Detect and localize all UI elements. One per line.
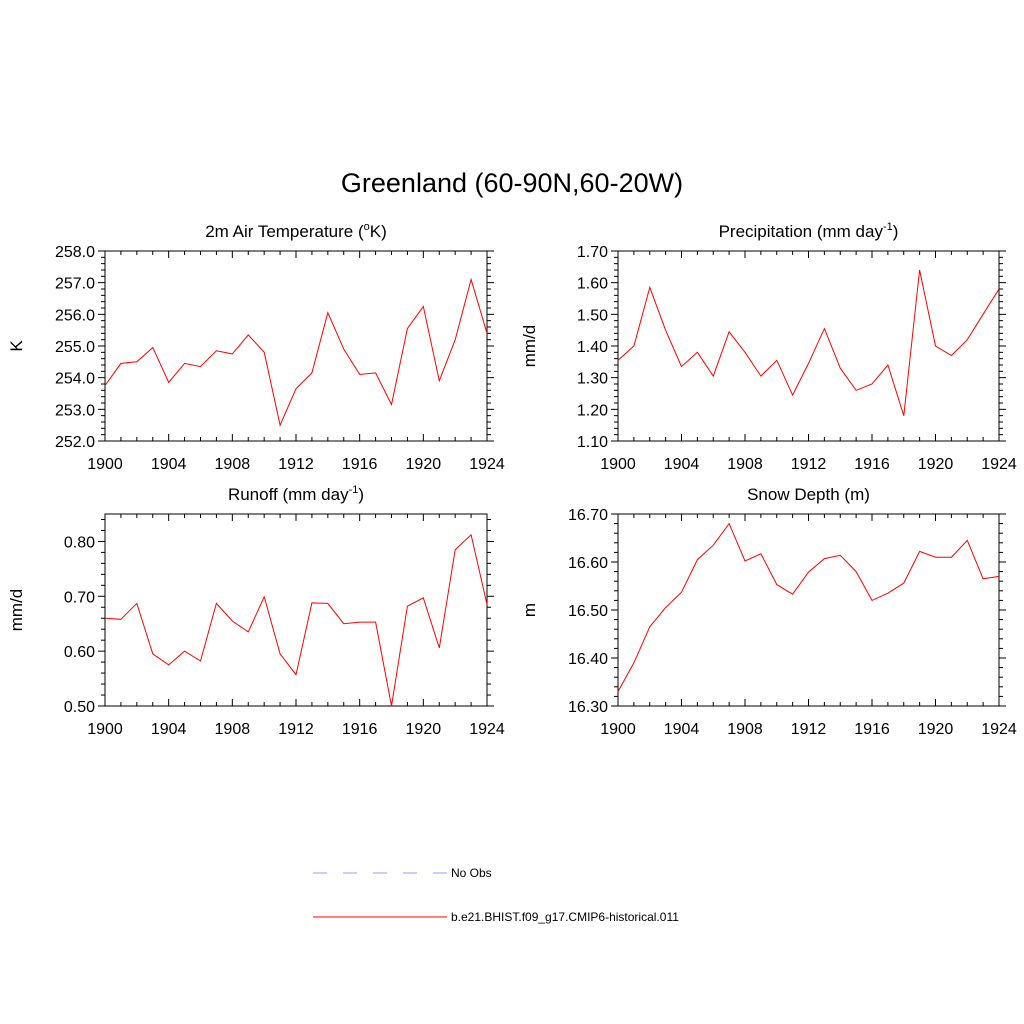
- y-tick-label: 256.0: [55, 307, 95, 324]
- y-tick-label: 253.0: [55, 402, 95, 419]
- y-tick-label: 1.20: [577, 402, 608, 419]
- y-tick-label: 1.70: [577, 244, 608, 261]
- panel-title-superscript: -1: [883, 221, 893, 233]
- figure-title: Greenland (60-90N,60-20W): [340, 168, 684, 198]
- x-tick-label: 1920: [918, 721, 954, 738]
- y-axis-label: mm/d: [7, 589, 26, 632]
- y-tick-label: 254.0: [55, 371, 95, 388]
- chart-panel-4: Snow Depth (m) m 1900 1904 1908 1912 1916 1920 1…: [520, 485, 1017, 738]
- y-tick-label: 0.50: [64, 699, 95, 716]
- panel-title: Precipitation (mm day-1): [719, 221, 899, 241]
- x-tick-label: 1908: [727, 721, 763, 738]
- legend-label-2: b.e21.BHIST.f09_g17.CMIP6-historical.011: [451, 910, 679, 924]
- chart-panel-2: Precipitation (mm day-1) mm/d 1900 1904 1908…: [520, 221, 1017, 473]
- y-tick-label: 0.60: [64, 644, 95, 661]
- x-tick-label: 1908: [215, 456, 251, 473]
- x-tick-label: 1904: [664, 721, 700, 738]
- chart-panel-3: Runoff (mm day-1) mm/d 1900 1904 1908 1912 191…: [7, 484, 505, 738]
- y-tick-label: 16.50: [568, 603, 608, 620]
- plot-frame: [617, 250, 1000, 442]
- panel-title-suffix: ): [358, 485, 364, 504]
- panel-title: Snow Depth (m): [747, 485, 870, 504]
- y-tick-label: 255.0: [55, 339, 95, 356]
- x-tick-label: 1916: [342, 721, 378, 738]
- chart-panel-1: 2m Air Temperature (oK) K 1900 1904 1908 1912…: [7, 221, 505, 473]
- x-tick-label: 1916: [854, 721, 890, 738]
- x-tick-label: 1900: [87, 456, 123, 473]
- panel-title-text: Snow Depth (m): [747, 485, 870, 504]
- x-tick-label: 1900: [600, 456, 636, 473]
- x-tick-label: 1924: [469, 456, 505, 473]
- legend: No Obs b.e21.BHIST.f09_g17.CMIP6-historic…: [313, 866, 679, 924]
- x-tick-label: 1924: [981, 721, 1017, 738]
- panel-title-superscript: -1: [349, 484, 359, 496]
- series-line: [617, 522, 1000, 692]
- y-tick-label: 16.70: [568, 507, 608, 524]
- y-tick-label: 1.40: [577, 339, 608, 356]
- y-tick-label: 258.0: [55, 244, 95, 261]
- y-axis-label: mm/d: [520, 325, 539, 368]
- series-line: [104, 277, 488, 427]
- x-tick-label: 1904: [151, 721, 187, 738]
- x-tick-label: 1920: [918, 456, 954, 473]
- panel-title-superscript: o: [364, 221, 370, 233]
- x-tick-label: 1912: [278, 456, 314, 473]
- y-tick-label: 1.50: [577, 307, 608, 324]
- x-tick-label: 1920: [406, 456, 442, 473]
- panel-title-suffix: K): [370, 222, 387, 241]
- y-tick-label: 0.80: [64, 534, 95, 551]
- panel-title-suffix: ): [893, 222, 899, 241]
- x-tick-label: 1900: [600, 721, 636, 738]
- x-tick-label: 1908: [215, 721, 251, 738]
- series-line: [104, 533, 488, 707]
- legend-label-1: No Obs: [451, 866, 492, 880]
- x-tick-label: 1904: [664, 456, 700, 473]
- y-axis-label: K: [7, 340, 26, 352]
- x-tick-label: 1924: [981, 456, 1017, 473]
- y-tick-label: 16.30: [568, 699, 608, 716]
- y-tick-label: 16.40: [568, 651, 608, 668]
- plot-frame: [617, 513, 1000, 707]
- x-tick-label: 1916: [854, 456, 890, 473]
- x-tick-label: 1912: [791, 721, 827, 738]
- y-tick-label: 0.70: [64, 589, 95, 606]
- panel-title: Runoff (mm day-1): [228, 484, 364, 504]
- x-tick-label: 1916: [342, 456, 378, 473]
- x-tick-label: 1900: [87, 721, 123, 738]
- y-tick-label: 1.30: [577, 371, 608, 388]
- y-tick-label: 1.10: [577, 434, 608, 451]
- x-tick-label: 1904: [151, 456, 187, 473]
- plot-frame: [104, 250, 488, 442]
- panel-title: 2m Air Temperature (oK): [205, 221, 387, 241]
- y-tick-label: 16.60: [568, 555, 608, 572]
- x-tick-label: 1920: [406, 721, 442, 738]
- x-tick-label: 1924: [469, 721, 505, 738]
- series-line: [617, 269, 1000, 416]
- panel-title-text: 2m Air Temperature (: [205, 222, 364, 241]
- plot-frame: [104, 513, 488, 707]
- y-tick-label: 257.0: [55, 276, 95, 293]
- panel-title-text: Precipitation (mm day: [719, 222, 884, 241]
- y-tick-label: 252.0: [55, 434, 95, 451]
- x-tick-label: 1912: [278, 721, 314, 738]
- panel-title-text: Runoff (mm day: [228, 485, 349, 504]
- x-tick-label: 1908: [727, 456, 763, 473]
- y-axis-label: m: [520, 603, 539, 617]
- y-tick-label: 1.60: [577, 276, 608, 293]
- x-tick-label: 1912: [791, 456, 827, 473]
